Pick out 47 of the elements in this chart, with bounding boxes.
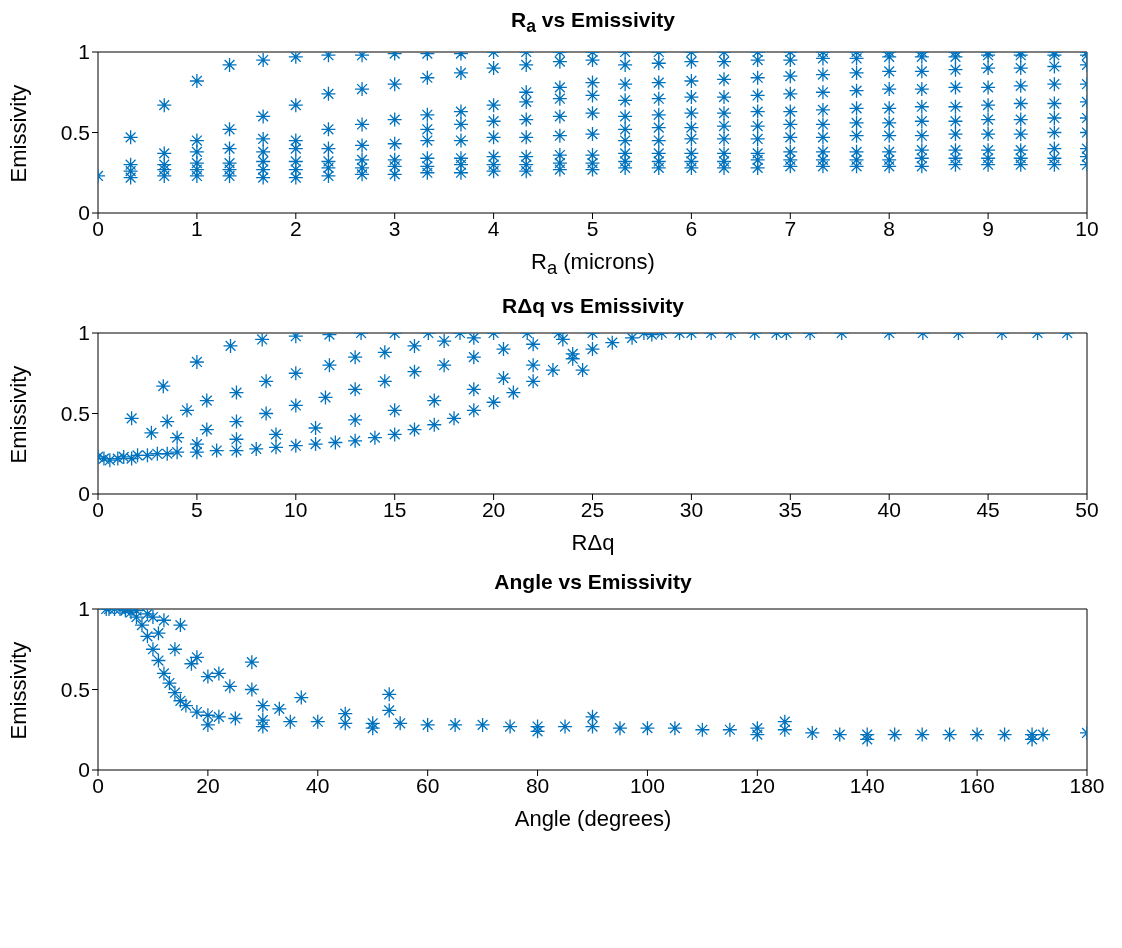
x-tick-label: 4 (487, 217, 500, 241)
chart-title: R$_{a}$ vs Emissivity (510, 8, 676, 38)
x-tick-label: 30 (679, 497, 704, 521)
x-tick-label: 1 (191, 217, 203, 241)
y-axis-title: Emissivity (5, 641, 31, 740)
y-tick-label: 0 (78, 758, 90, 782)
y-tick-label: 0 (78, 201, 90, 225)
x-tick-label: 25 (580, 497, 605, 521)
x-tick-label: 7 (784, 217, 797, 241)
x-tick-label: 10 (284, 497, 308, 521)
x-tick-label: 40 (306, 773, 330, 797)
y-axis-title: Emissivity (5, 365, 31, 464)
y-tick-label: 1 (78, 597, 90, 621)
y-tick-label: 1 (78, 40, 90, 64)
x-tick-label: 180 (1069, 773, 1105, 797)
chart-title: RΔq vs Emissivity (501, 293, 685, 318)
x-tick-label: 160 (959, 773, 995, 797)
y-tick-label: 1 (78, 321, 90, 345)
x-tick-label: 2 (289, 217, 302, 241)
x-tick-label: 5 (586, 217, 599, 241)
y-axis-title: Emissivity (5, 84, 31, 183)
x-tick-label: 80 (525, 773, 550, 797)
x-tick-label: 10 (1075, 217, 1099, 241)
x-tick-label: 60 (415, 773, 440, 797)
y-tick-label: 0.5 (60, 121, 90, 145)
x-tick-label: 9 (982, 217, 994, 241)
x-tick-label: 3 (388, 217, 401, 241)
y-tick-label: 0 (78, 482, 90, 506)
chart-title: Angle vs Emissivity (493, 569, 693, 594)
x-axis-title: R$_{a}$ (microns) (530, 249, 656, 280)
x-tick-label: 50 (1075, 497, 1099, 521)
x-tick-label: 5 (191, 497, 203, 521)
x-tick-label: 35 (778, 497, 802, 521)
x-tick-label: 140 (849, 773, 885, 797)
x-tick-label: 120 (739, 773, 775, 797)
x-tick-label: 8 (883, 217, 896, 241)
x-axis-title: Angle (degrees) (513, 805, 673, 832)
y-tick-label: 0.5 (60, 401, 90, 425)
x-tick-label: 6 (685, 217, 698, 241)
x-tick-label: 100 (629, 773, 665, 797)
x-tick-label: 20 (196, 773, 220, 797)
y-tick-label: 0.5 (60, 677, 90, 701)
x-tick-label: 45 (976, 497, 1000, 521)
x-tick-label: 40 (877, 497, 901, 521)
x-axis-title: RΔq (570, 529, 616, 556)
x-tick-label: 15 (383, 497, 407, 521)
x-tick-label: 20 (481, 497, 506, 521)
